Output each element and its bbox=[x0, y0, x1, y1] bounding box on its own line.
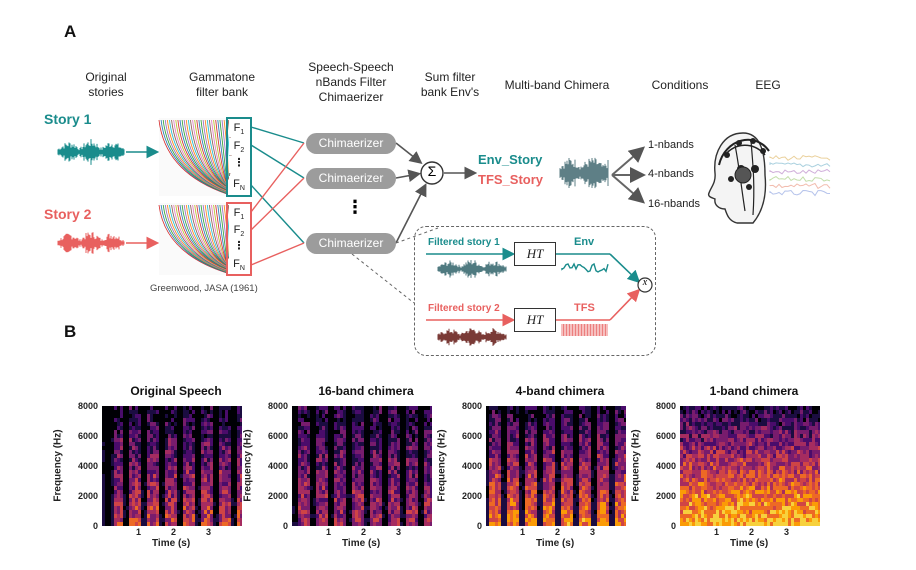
x-axis-label: Time (s) bbox=[152, 538, 191, 549]
chimaerizer-2: Chimaerizer bbox=[306, 168, 396, 189]
condition-1-nbands: 1-nbands bbox=[648, 139, 694, 151]
header-conditions: Conditions bbox=[651, 78, 709, 92]
y-tick-label: 0 bbox=[476, 521, 482, 531]
header-original-stories: Original stories bbox=[85, 70, 127, 99]
chimaerizer-ellipsis: ⋮ bbox=[346, 197, 364, 217]
y-tick-label: 2000 bbox=[267, 491, 288, 501]
spectrogram-c16 bbox=[292, 406, 432, 526]
y-tick-label: 2000 bbox=[77, 491, 98, 501]
panel-a-label: A bbox=[64, 22, 77, 41]
filter-f2-story1: F2 bbox=[229, 138, 249, 155]
y-tick-label: 8000 bbox=[655, 401, 676, 411]
x-tick-label: 2 bbox=[749, 527, 755, 537]
x-tick-label: 3 bbox=[590, 527, 596, 537]
spectrogram-title-c1: 1-band chimera bbox=[709, 384, 799, 398]
y-tick-label: 4000 bbox=[461, 461, 482, 471]
header-sum-filter: Sum filter bank Env's bbox=[420, 70, 480, 99]
env-story-label: Env_Story bbox=[478, 152, 543, 167]
y-axis-label: Frequency (Hz) bbox=[630, 429, 642, 502]
spectrogram-orig bbox=[102, 406, 242, 526]
y-tick-label: 0 bbox=[670, 521, 676, 531]
chimaerizer-n: Chimaerizer bbox=[306, 233, 396, 254]
spectrogram-c1 bbox=[680, 406, 820, 526]
y-tick-label: 6000 bbox=[267, 431, 288, 441]
y-tick-label: 2000 bbox=[461, 491, 482, 501]
header-eeg: EEG bbox=[755, 78, 781, 92]
y-tick-label: 4000 bbox=[655, 461, 676, 471]
hilbert-box-2: HT bbox=[514, 308, 556, 332]
x-axis-label: Time (s) bbox=[536, 538, 575, 549]
filtered-story1-waveform bbox=[437, 260, 507, 278]
y-tick-label: 4000 bbox=[77, 461, 98, 471]
filter-f1-story2: F1 bbox=[229, 205, 249, 222]
y-tick-label: 6000 bbox=[655, 431, 676, 441]
story2-waveform bbox=[57, 232, 125, 254]
hilbert-box-1: HT bbox=[514, 242, 556, 266]
x-tick-label: 2 bbox=[171, 527, 177, 537]
filter-fn-story1: FN bbox=[229, 176, 249, 193]
x-tick-label: 3 bbox=[396, 527, 402, 537]
y-axis-label: Frequency (Hz) bbox=[52, 429, 64, 502]
y-tick-label: 6000 bbox=[77, 431, 98, 441]
y-axis-label: Frequency (Hz) bbox=[436, 429, 448, 502]
story2-label: Story 2 bbox=[44, 206, 92, 222]
filter-fn-story2: FN bbox=[229, 256, 249, 273]
eeg-signal-traces bbox=[769, 154, 831, 197]
chimera-waveform bbox=[559, 157, 609, 189]
filter-ellipsis-story1: ⋮ bbox=[229, 156, 249, 173]
x-tick-label: 3 bbox=[784, 527, 790, 537]
spectrogram-c4 bbox=[486, 406, 626, 526]
tfs-signal-trace bbox=[561, 324, 608, 336]
y-axis-label: Frequency (Hz) bbox=[242, 429, 254, 502]
tfs-story-label: TFS_Story bbox=[478, 172, 544, 187]
filter-ellipsis-story2: ⋮ bbox=[229, 239, 249, 256]
x-tick-label: 2 bbox=[361, 527, 367, 537]
x-tick-label: 1 bbox=[520, 527, 526, 537]
y-tick-label: 8000 bbox=[267, 401, 288, 411]
y-tick-label: 0 bbox=[92, 521, 98, 531]
filtered-story2-label: Filtered story 2 bbox=[428, 303, 500, 314]
panel-b-label: B bbox=[64, 322, 77, 341]
y-tick-label: 2000 bbox=[655, 491, 676, 501]
y-tick-label: 0 bbox=[282, 521, 288, 531]
header-speech-speech: Speech-Speech nBands Filter Chimaerizer bbox=[308, 60, 394, 104]
gammatone-filterbank-2 bbox=[158, 203, 232, 275]
condition-16-nbands: 16-nbands bbox=[648, 198, 700, 210]
y-tick-label: 8000 bbox=[77, 401, 98, 411]
filtered-story1-label: Filtered story 1 bbox=[428, 237, 500, 248]
spectrogram-title-orig: Original Speech bbox=[130, 384, 222, 398]
x-axis-label: Time (s) bbox=[342, 538, 381, 549]
filter-f1-story1: F1 bbox=[229, 120, 249, 137]
hilbert-transform-inset bbox=[414, 226, 656, 356]
filter-f2-story2: F2 bbox=[229, 222, 249, 239]
env-signal-trace bbox=[561, 262, 609, 273]
filtered-story2-waveform bbox=[437, 328, 507, 346]
eeg-head-icon bbox=[707, 132, 770, 224]
story1-label: Story 1 bbox=[44, 111, 92, 127]
y-tick-label: 4000 bbox=[267, 461, 288, 471]
env-label: Env bbox=[574, 236, 595, 248]
tfs-label: TFS bbox=[574, 302, 595, 314]
sum-symbol: Σ bbox=[427, 163, 437, 179]
x-tick-label: 1 bbox=[714, 527, 720, 537]
chimaerizer-1: Chimaerizer bbox=[306, 133, 396, 154]
y-tick-label: 8000 bbox=[461, 401, 482, 411]
x-tick-label: 2 bbox=[555, 527, 561, 537]
header-gammatone: Gammatone filter bank bbox=[188, 70, 256, 99]
x-tick-label: 1 bbox=[136, 527, 142, 537]
spectrogram-title-c16: 16-band chimera bbox=[318, 384, 414, 398]
condition-4-nbands: 4-nbands bbox=[648, 168, 694, 180]
citation: Greenwood, JASA (1961) bbox=[150, 283, 258, 294]
multiply-symbol: x bbox=[642, 277, 648, 288]
x-axis-label: Time (s) bbox=[730, 538, 769, 549]
y-tick-label: 6000 bbox=[461, 431, 482, 441]
gammatone-filterbank-1 bbox=[158, 118, 232, 196]
header-multiband: Multi-band Chimera bbox=[504, 78, 610, 92]
x-tick-label: 3 bbox=[206, 527, 212, 537]
story1-waveform bbox=[57, 139, 125, 165]
x-tick-label: 1 bbox=[326, 527, 332, 537]
spectrogram-title-c4: 4-band chimera bbox=[515, 384, 605, 398]
